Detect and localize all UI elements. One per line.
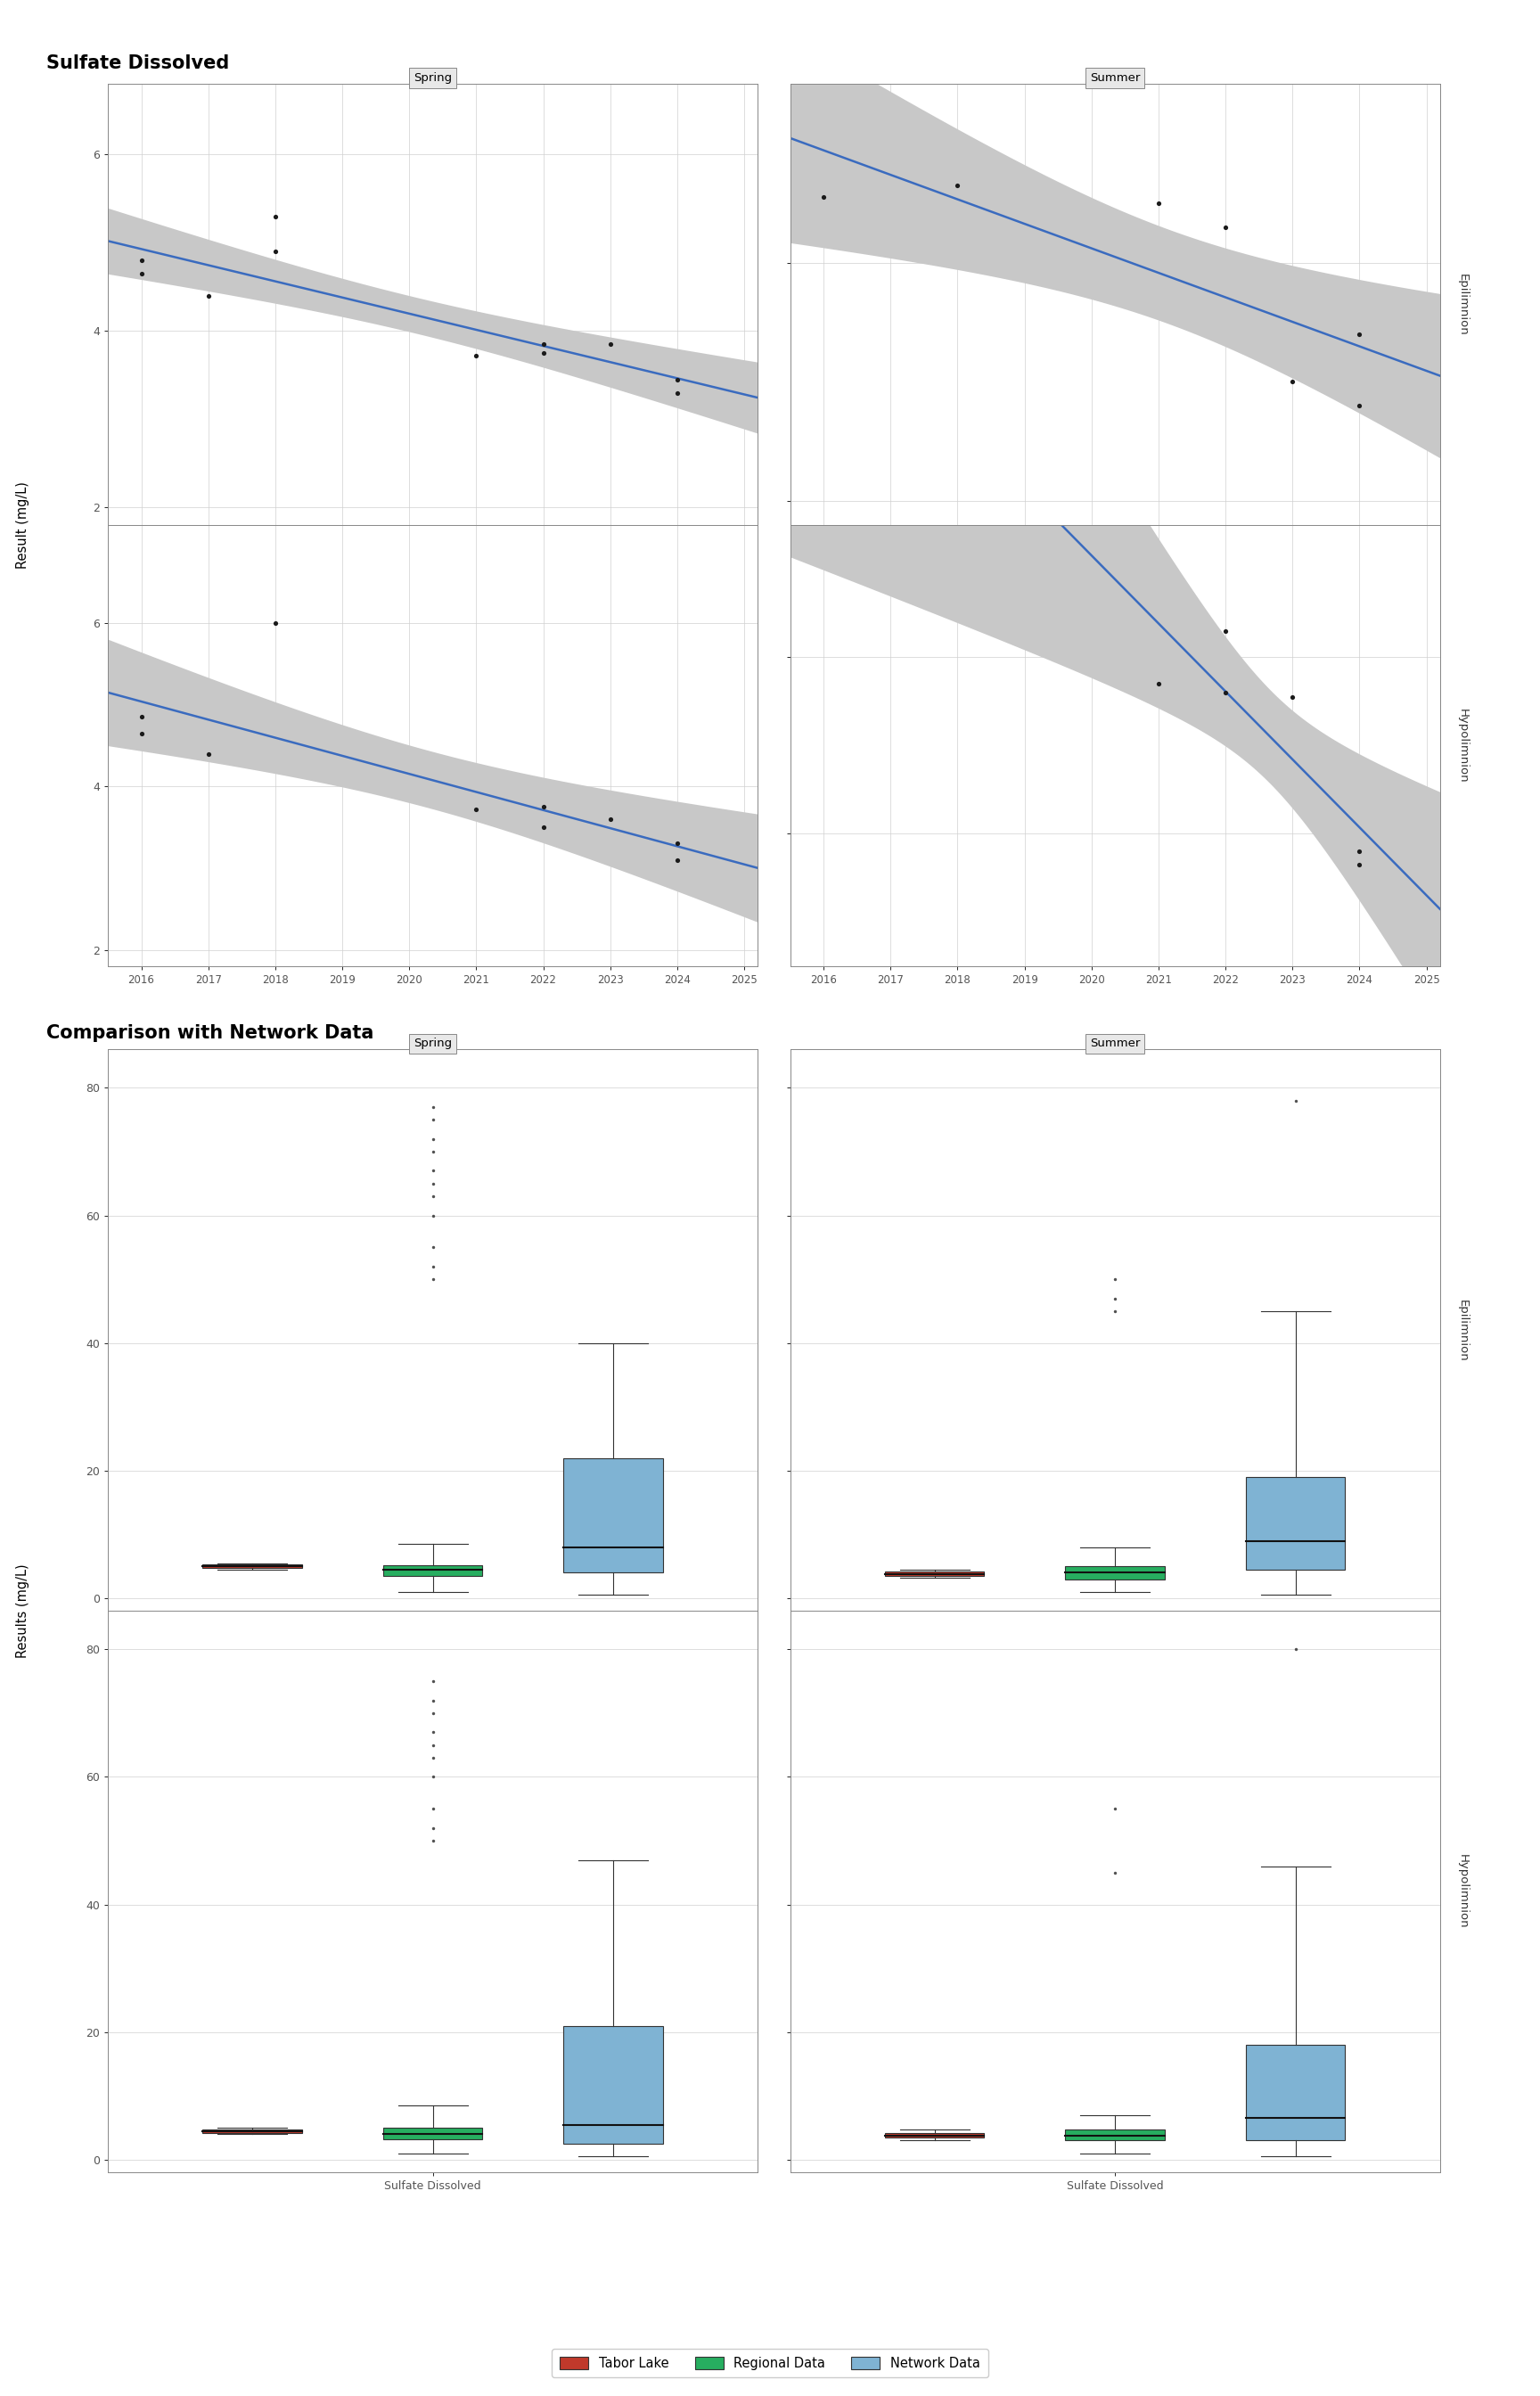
- Point: [129, 254, 154, 292]
- Y-axis label: Hypolimnion: Hypolimnion: [1457, 709, 1469, 783]
- Point: [420, 1176, 445, 1215]
- Bar: [1246, 2044, 1344, 2140]
- Point: [196, 276, 220, 314]
- Point: [420, 1152, 445, 1191]
- Point: [420, 1739, 445, 1778]
- Point: [420, 1663, 445, 1701]
- Point: [1214, 673, 1238, 712]
- Point: [420, 1821, 445, 1859]
- Point: [420, 1229, 445, 1267]
- Point: [420, 1100, 445, 1138]
- Point: [129, 242, 154, 280]
- Point: [1146, 184, 1170, 223]
- Bar: [564, 1457, 662, 1572]
- Point: [129, 697, 154, 736]
- Point: [420, 1248, 445, 1287]
- Point: [263, 196, 288, 235]
- Text: Result (mg/L): Result (mg/L): [17, 482, 29, 568]
- Text: Sulfate Dissolved: Sulfate Dissolved: [46, 55, 229, 72]
- Point: [1103, 1790, 1127, 1828]
- Point: [1283, 1629, 1307, 1668]
- Point: [464, 791, 488, 829]
- Title: Summer: Summer: [1090, 72, 1140, 84]
- Title: Summer: Summer: [1090, 1037, 1140, 1049]
- Point: [531, 788, 556, 827]
- Point: [812, 177, 836, 216]
- Point: [129, 714, 154, 752]
- Point: [263, 232, 288, 271]
- Point: [420, 1682, 445, 1720]
- Title: Spring: Spring: [413, 72, 451, 84]
- Point: [1103, 1291, 1127, 1330]
- Point: [1214, 611, 1238, 649]
- Point: [1103, 1260, 1127, 1299]
- Point: [464, 335, 488, 374]
- Point: [598, 326, 622, 364]
- Title: Spring: Spring: [413, 1037, 451, 1049]
- Point: [1348, 846, 1372, 884]
- Point: [420, 1809, 445, 1847]
- Bar: [203, 2130, 302, 2132]
- Point: [420, 1725, 445, 1763]
- Point: [1146, 664, 1170, 702]
- Point: [1103, 1855, 1127, 1893]
- Point: [420, 1694, 445, 1732]
- Point: [531, 326, 556, 364]
- Point: [420, 1164, 445, 1203]
- Text: Results (mg/L): Results (mg/L): [17, 1565, 29, 1658]
- Point: [1348, 831, 1372, 870]
- Point: [1103, 1279, 1127, 1318]
- Bar: [1066, 1567, 1164, 1579]
- Point: [420, 1119, 445, 1157]
- Point: [420, 1713, 445, 1751]
- Y-axis label: Epilimnion: Epilimnion: [1457, 1299, 1469, 1361]
- Bar: [1246, 1476, 1344, 1569]
- Text: Comparison with Network Data: Comparison with Network Data: [46, 1025, 374, 1042]
- Point: [665, 359, 690, 398]
- Bar: [383, 2128, 482, 2140]
- Point: [665, 841, 690, 879]
- Point: [531, 333, 556, 371]
- Point: [946, 165, 970, 204]
- Bar: [885, 2132, 984, 2137]
- Point: [1283, 1081, 1307, 1119]
- Point: [665, 824, 690, 863]
- Point: [420, 1088, 445, 1126]
- Point: [1348, 314, 1372, 352]
- Point: [1280, 362, 1304, 400]
- Y-axis label: Epilimnion: Epilimnion: [1457, 273, 1469, 335]
- Point: [1214, 208, 1238, 247]
- Bar: [885, 1572, 984, 1577]
- Bar: [1066, 2130, 1164, 2140]
- Point: [420, 1790, 445, 1828]
- Point: [420, 1196, 445, 1234]
- Y-axis label: Hypolimnion: Hypolimnion: [1457, 1855, 1469, 1929]
- Point: [531, 807, 556, 846]
- Bar: [564, 2025, 662, 2144]
- Bar: [383, 1565, 482, 1577]
- Point: [263, 604, 288, 642]
- Point: [196, 736, 220, 774]
- Point: [1280, 678, 1304, 716]
- Bar: [203, 1565, 302, 1567]
- Legend: Tabor Lake, Regional Data, Network Data: Tabor Lake, Regional Data, Network Data: [551, 2348, 989, 2377]
- Point: [420, 1260, 445, 1299]
- Point: [420, 1133, 445, 1172]
- Point: [665, 374, 690, 412]
- Point: [420, 1759, 445, 1797]
- Point: [1348, 386, 1372, 424]
- Point: [598, 800, 622, 839]
